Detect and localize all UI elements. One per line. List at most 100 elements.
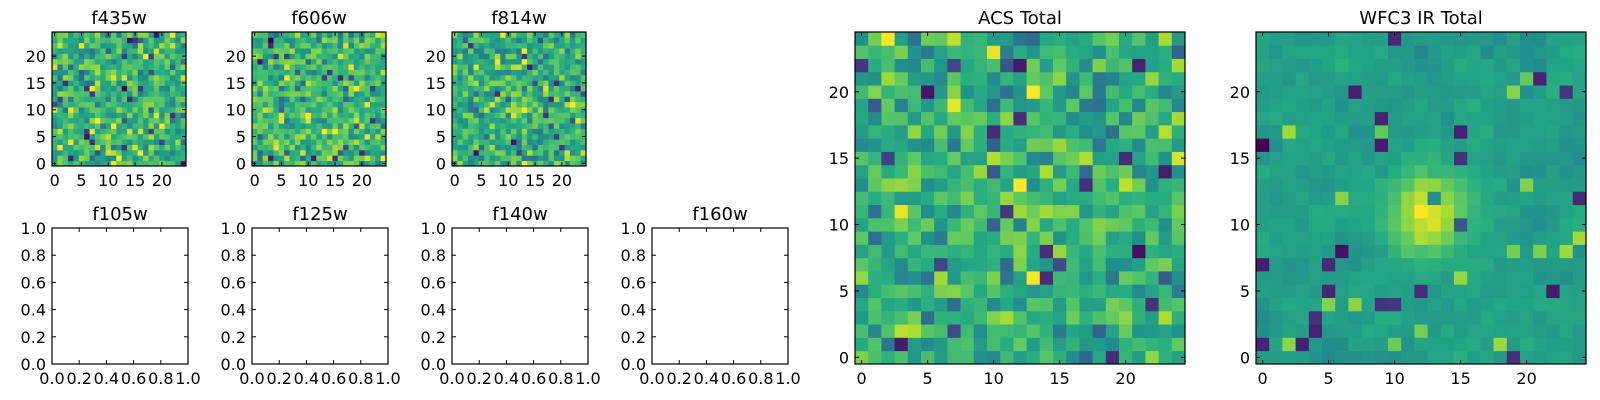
heatmap-cell: [921, 178, 935, 192]
heatmap-cell: [1388, 191, 1402, 206]
heatmap-cell: [159, 112, 165, 119]
heatmap-cell: [1066, 32, 1080, 46]
heatmap-cell: [489, 90, 496, 97]
heatmap-cell: [921, 71, 935, 86]
heatmap-cell: [868, 191, 882, 206]
heatmap-cell: [569, 149, 576, 156]
heatmap-cell: [121, 128, 128, 135]
heatmap-cell: [1361, 45, 1376, 59]
heatmap-cell: [516, 53, 523, 60]
heatmap-cell: [580, 139, 587, 145]
heatmap-cell: [348, 48, 355, 54]
heatmap-cell: [881, 138, 895, 152]
heatmap-cell: [100, 74, 106, 81]
heatmap-cell: [881, 71, 895, 86]
heatmap-cell: [1401, 151, 1415, 166]
heatmap-cell: [1282, 337, 1296, 352]
heatmap-cell: [180, 149, 187, 156]
heatmap-cell: [494, 37, 501, 44]
heatmap-cell: [268, 123, 274, 129]
heatmap-cell: [262, 69, 269, 76]
heatmap-cell: [855, 164, 869, 179]
heatmap-cell: [537, 90, 544, 97]
heatmap-cell: [1145, 337, 1159, 352]
heatmap-cell: [105, 69, 112, 76]
heatmap-cell: [353, 112, 360, 119]
heatmap-cell: [1053, 45, 1067, 59]
heatmap-cell: [1053, 244, 1067, 259]
heatmap-cell: [1454, 111, 1468, 126]
heatmap-cell: [284, 53, 290, 60]
heatmap-cell: [973, 178, 988, 192]
heatmap-cell: [478, 101, 485, 108]
heatmap-cell: [1427, 297, 1442, 312]
heatmap-cell: [960, 310, 975, 325]
heatmap-cell: [105, 58, 112, 65]
heatmap-cell: [284, 155, 290, 162]
heatmap-cell: [127, 144, 133, 151]
heatmap-cell: [1493, 124, 1508, 139]
heatmap-cell: [484, 101, 490, 108]
heatmap-cell: [68, 53, 74, 60]
heatmap-cell: [348, 149, 355, 156]
heatmap-cell: [300, 80, 306, 86]
heatmap-cell: [116, 112, 123, 119]
heatmap-cell: [1105, 111, 1120, 126]
heatmap-cell: [1000, 124, 1014, 139]
heatmap-cell: [164, 90, 171, 97]
heatmap-cell: [1361, 217, 1376, 232]
heatmap-cell: [1000, 324, 1014, 338]
heatmap-cell: [294, 53, 301, 60]
heatmap-cell: [268, 42, 274, 49]
heatmap-cell: [580, 90, 587, 97]
y-tick-label: 0.4: [621, 301, 646, 320]
heatmap-cell: [1079, 271, 1093, 285]
heatmap-cell: [1546, 217, 1560, 232]
heatmap-cell: [327, 80, 333, 86]
heatmap-cell: [1322, 231, 1336, 245]
heatmap-cell: [1572, 217, 1587, 232]
heatmap-cell: [1013, 271, 1027, 285]
heatmap-cell: [343, 123, 349, 129]
heatmap-cell: [1053, 58, 1067, 73]
heatmap-cell: [148, 96, 155, 103]
heatmap-cell: [127, 112, 133, 119]
heatmap-cell: [278, 85, 285, 92]
heatmap-cell: [505, 64, 512, 70]
heatmap-cell: [1119, 32, 1133, 46]
heatmap-cell: [1388, 204, 1402, 219]
heatmap-cell: [305, 96, 312, 103]
heatmap-cell: [1171, 98, 1186, 113]
heatmap-cell: [262, 85, 269, 92]
heatmap-cell: [1092, 191, 1107, 206]
heatmap-cell: [380, 123, 387, 129]
heatmap-cell: [62, 58, 69, 65]
heatmap-cell: [57, 112, 64, 119]
heatmap-cell: [500, 133, 506, 140]
heatmap-cell: [1158, 32, 1173, 46]
heatmap-cell: [1414, 310, 1428, 325]
heatmap-cell: [348, 53, 355, 60]
heatmap-cell: [1053, 71, 1067, 86]
heatmap-cell: [489, 107, 496, 113]
heatmap-cell: [132, 58, 139, 65]
heatmap-cell: [1440, 231, 1455, 245]
heatmap-cell: [89, 112, 96, 119]
heatmap-cell: [473, 85, 480, 92]
heatmap-cell: [110, 144, 117, 151]
heatmap-cell: [1520, 297, 1534, 312]
heatmap-cell: [353, 64, 360, 70]
heatmap-cell: [1335, 297, 1349, 312]
heatmap-cell: [1158, 204, 1173, 219]
heatmap-cell: [332, 149, 339, 156]
heatmap-cell: [332, 90, 339, 97]
heatmap-cell: [473, 74, 480, 81]
heatmap-cell: [521, 90, 528, 97]
heatmap-cell: [62, 42, 69, 49]
heatmap-cell: [164, 133, 171, 140]
heatmap-cell: [484, 64, 490, 70]
heatmap-cell: [1092, 151, 1107, 166]
heatmap-cell: [332, 64, 339, 70]
heatmap-cell: [116, 85, 123, 92]
heatmap-cell: [100, 48, 106, 54]
